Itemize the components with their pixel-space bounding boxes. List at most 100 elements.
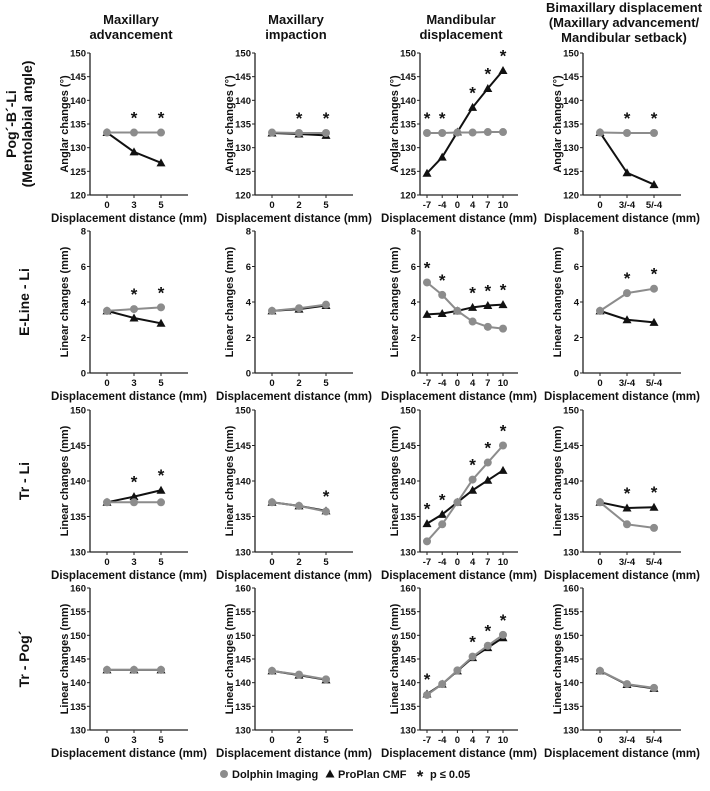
x-tick-label: 5 <box>158 200 164 211</box>
dolphin-point <box>423 129 431 137</box>
significance-star: * <box>484 282 491 301</box>
row-label: Pog´-B´-Li(Mentolabial angle) <box>3 61 35 188</box>
y-tick-label: 145 <box>70 441 87 452</box>
dolphin-point <box>130 129 138 137</box>
legend-star-icon: * <box>417 767 424 786</box>
x-tick-label: -7 <box>423 378 431 389</box>
x-tick-label: -4 <box>438 200 447 211</box>
y-tick-label: 2 <box>411 333 416 344</box>
y-tick-label: 130 <box>70 548 86 559</box>
y-tick-label: 155 <box>235 607 252 618</box>
y-tick-label: 135 <box>235 120 252 131</box>
row-label: E-Line - Li <box>16 268 32 336</box>
y-tick-label: 145 <box>70 655 87 666</box>
significance-star: * <box>484 622 491 641</box>
dolphin-point <box>295 502 303 510</box>
dolphin-point <box>596 129 604 137</box>
significance-star: * <box>469 83 476 102</box>
significance-star: * <box>624 484 631 503</box>
y-tick-label: 145 <box>235 655 252 666</box>
y-axis-label: Anglar changes (°) <box>59 75 71 173</box>
y-axis-label: Linear changes (mm) <box>552 246 564 357</box>
x-tick-label: 5 <box>323 557 329 568</box>
dolphin-point <box>423 691 431 699</box>
y-tick-label: 140 <box>400 678 416 689</box>
x-tick-label: 0 <box>104 735 109 746</box>
y-axis-label: Anglar changes (°) <box>552 75 564 173</box>
y-tick-label: 4 <box>81 298 87 309</box>
proplan-point <box>157 486 166 494</box>
dolphin-point <box>650 524 658 532</box>
y-tick-label: 160 <box>563 584 579 595</box>
dolphin-point <box>130 305 138 313</box>
y-tick-label: 135 <box>563 120 580 131</box>
x-tick-label: 0 <box>104 200 109 211</box>
x-tick-label: 5 <box>158 735 164 746</box>
x-tick-label: 0 <box>597 735 602 746</box>
y-tick-label: 120 <box>70 191 86 202</box>
y-tick-label: 0 <box>574 369 579 380</box>
y-tick-label: 155 <box>400 607 417 618</box>
y-tick-label: 150 <box>563 49 579 60</box>
x-tick-label: 0 <box>269 200 274 211</box>
x-axis-label: Displacement distance (mm) <box>544 570 700 582</box>
dolphin-point <box>130 498 138 506</box>
y-tick-label: 145 <box>563 72 580 83</box>
y-tick-label: 140 <box>563 477 579 488</box>
dolphin-point <box>268 129 276 137</box>
x-tick-label: 0 <box>597 557 602 568</box>
dolphin-point <box>295 129 303 137</box>
dolphin-point <box>268 498 276 506</box>
x-tick-label: 2 <box>296 557 301 568</box>
dolphin-point <box>103 666 111 674</box>
dolphin-point <box>453 129 461 137</box>
dolphin-point <box>157 666 165 674</box>
dolphin-point <box>423 537 431 545</box>
x-tick-label: 5/-4 <box>646 735 663 746</box>
dolphin-point <box>322 508 330 516</box>
x-tick-label: 0 <box>269 378 274 389</box>
y-tick-label: 8 <box>411 227 416 238</box>
significance-star: * <box>500 611 507 630</box>
x-tick-label: -4 <box>438 735 447 746</box>
x-tick-label: 7 <box>485 557 490 568</box>
y-tick-label: 130 <box>400 548 416 559</box>
legend-dolphin-label: Dolphin Imaging <box>232 769 318 781</box>
dolphin-point <box>438 680 446 688</box>
y-tick-label: 150 <box>70 49 86 60</box>
significance-star: * <box>439 271 446 290</box>
significance-star: * <box>158 283 165 302</box>
x-tick-label: 5 <box>158 378 164 389</box>
dolphin-point <box>623 520 631 528</box>
dolphin-point <box>103 307 111 315</box>
x-tick-label: 0 <box>269 557 274 568</box>
x-axis-label: Displacement distance (mm) <box>381 748 537 760</box>
y-tick-label: 150 <box>235 406 251 417</box>
significance-star: * <box>131 473 138 492</box>
dolphin-point <box>322 675 330 683</box>
dolphin-point <box>423 278 431 286</box>
y-tick-label: 0 <box>81 369 86 380</box>
dolphin-point <box>157 303 165 311</box>
y-tick-label: 135 <box>400 120 417 131</box>
y-tick-label: 135 <box>563 512 580 523</box>
significance-star: * <box>296 109 303 128</box>
x-axis-label: Displacement distance (mm) <box>51 213 207 225</box>
dolphin-point <box>499 442 507 450</box>
x-tick-label: -7 <box>423 200 431 211</box>
row-label-text: Tr - Li <box>16 462 32 500</box>
dolphin-point <box>650 129 658 137</box>
significance-star: * <box>500 281 507 300</box>
x-tick-label: 3/-4 <box>619 200 636 211</box>
y-tick-label: 150 <box>235 49 251 60</box>
significance-star: * <box>484 439 491 458</box>
significance-star: * <box>424 500 431 519</box>
significance-star: * <box>158 108 165 127</box>
column-title: Mandibular <box>426 12 495 27</box>
